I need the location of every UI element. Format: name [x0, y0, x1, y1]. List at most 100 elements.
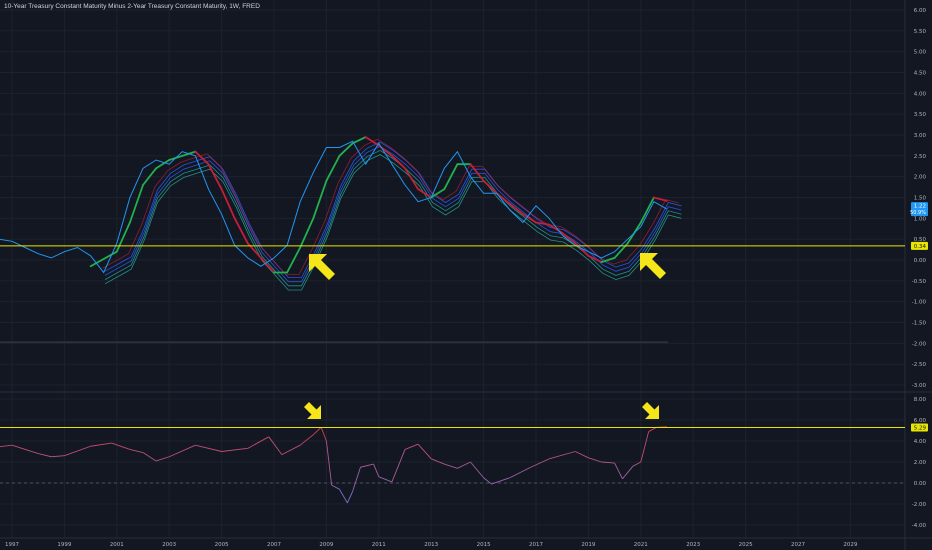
oscillator-segment — [38, 453, 52, 458]
oscillator-segment — [352, 467, 361, 492]
x-tick-label: 2007 — [267, 542, 281, 548]
oscillator-segment — [491, 477, 510, 485]
y-tick-label: 1.00 — [914, 216, 927, 222]
x-tick-label: 2029 — [843, 542, 857, 548]
osc-tick-label: 0.00 — [914, 481, 927, 487]
price-axis[interactable]: 6.00 5.50 5.00 4.50 4.00 3.50 3.00 2.50 2.00 1.50… — [910, 8, 928, 389]
ma-segment — [600, 257, 616, 263]
oscillator-segment — [457, 461, 471, 469]
oscillator-segment — [155, 456, 170, 462]
ma-segment — [639, 196, 655, 224]
ma-segment — [338, 142, 354, 157]
x-tick-label: 2019 — [581, 542, 595, 548]
oscillator-segment — [431, 458, 445, 465]
ma-segment — [522, 213, 537, 224]
oscillator-segment — [169, 444, 196, 458]
oscillator-segment — [111, 442, 131, 450]
oscillator-segment — [640, 431, 650, 463]
oscillator-segment — [622, 465, 634, 480]
oscillator-segment — [614, 462, 623, 480]
oscillator-segment — [378, 476, 393, 483]
ma-segment — [351, 136, 367, 145]
x-tick-label: 2015 — [477, 542, 491, 548]
oscillator-segment — [444, 463, 458, 469]
ma-segment — [653, 196, 668, 202]
y-tick-label: 5.00 — [914, 50, 927, 56]
y-tick-label: -3.00 — [912, 383, 927, 389]
y-tick-label: 0.50 — [914, 237, 927, 243]
last-price-pct: 50.9% — [910, 210, 926, 216]
oscillator-segment — [404, 443, 419, 450]
y-tick-label: -2.50 — [912, 362, 927, 368]
ma-segment — [115, 221, 131, 253]
ribbon-line — [102, 138, 679, 275]
oscillator-segment — [470, 461, 484, 479]
oscillator-segment — [346, 491, 354, 504]
arrow-annotation — [304, 402, 321, 419]
osc-tick-label: 8.00 — [914, 397, 927, 403]
ma-segment — [142, 167, 158, 186]
y-tick-label: 6.00 — [914, 8, 927, 14]
ma-segment — [364, 136, 380, 147]
ma-segment — [259, 257, 275, 274]
oscillator-segment — [325, 440, 333, 486]
oscillator-segment — [601, 461, 615, 464]
oscillator-axis[interactable]: 8.00 6.00 4.00 2.00 0.00 -2.00 -4.00 5.29 — [911, 397, 928, 529]
ma-segment — [325, 154, 341, 182]
oscillator-segment — [299, 434, 314, 446]
ma-segment — [286, 246, 302, 274]
oscillator-segment — [281, 444, 301, 456]
x-tick-label: 2003 — [162, 542, 176, 548]
oscillator-segment — [588, 457, 602, 463]
ma-segment — [469, 163, 485, 182]
osc-tick-label: -2.00 — [912, 502, 927, 508]
y-tick-label: 5.50 — [914, 29, 927, 35]
chart-title: 10-Year Treasury Constant Maturity Minus… — [4, 3, 260, 10]
oscillator-segment — [247, 436, 269, 449]
y-tick-label: 4.00 — [914, 91, 927, 97]
y-tick-label: -0.50 — [912, 279, 927, 285]
main-pane — [0, 136, 905, 343]
osc-level-tag — [911, 423, 928, 432]
oscillator-segment — [483, 477, 492, 485]
osc-tick-label: 6.00 — [914, 418, 927, 424]
ma-segment — [482, 179, 498, 195]
ma-segment — [404, 167, 420, 191]
oscillator-segment — [530, 458, 550, 468]
ma-segment — [220, 188, 236, 220]
oscillator-segment — [64, 445, 91, 457]
arrow-annotation-shape — [309, 254, 335, 280]
oscillator-segment — [373, 463, 380, 477]
oscillator-segment — [648, 426, 657, 432]
ma-segment — [207, 163, 223, 191]
ma-segment — [390, 154, 406, 170]
oscillator-segment — [0, 444, 13, 448]
annotations — [304, 253, 666, 419]
osc-tick-label: 2.00 — [914, 460, 927, 466]
arrow-annotation — [309, 254, 335, 280]
oscillator-segment — [360, 463, 374, 468]
ma-segment — [233, 217, 249, 245]
oscillator-segment — [221, 447, 248, 452]
oscillator-segment — [548, 451, 576, 460]
last-price-value: 1.22 — [914, 204, 926, 210]
oscillator-pane — [0, 426, 905, 504]
arrow-annotation-shape — [304, 402, 321, 419]
x-tick-label: 1997 — [5, 542, 19, 548]
ma-segment — [495, 192, 511, 205]
y-tick-label: 0.00 — [914, 258, 927, 264]
oscillator-segment — [339, 489, 348, 504]
ma-segment — [312, 179, 328, 220]
ma-segment — [194, 150, 210, 166]
ma-segment — [128, 184, 144, 224]
y-tick-label: 3.50 — [914, 112, 927, 118]
oscillator-segment — [575, 451, 589, 459]
x-tick-label: 2021 — [634, 542, 648, 548]
time-axis[interactable]: 1997 1999 2001 2003 2005 2007 2009 2011 2013 2015… — [5, 542, 858, 548]
y-tick-label: 2.50 — [914, 154, 927, 160]
y-tick-label: 4.50 — [914, 71, 927, 77]
oscillator-segment — [320, 427, 327, 442]
ma-segment — [299, 217, 315, 249]
ma-segment — [561, 232, 577, 245]
